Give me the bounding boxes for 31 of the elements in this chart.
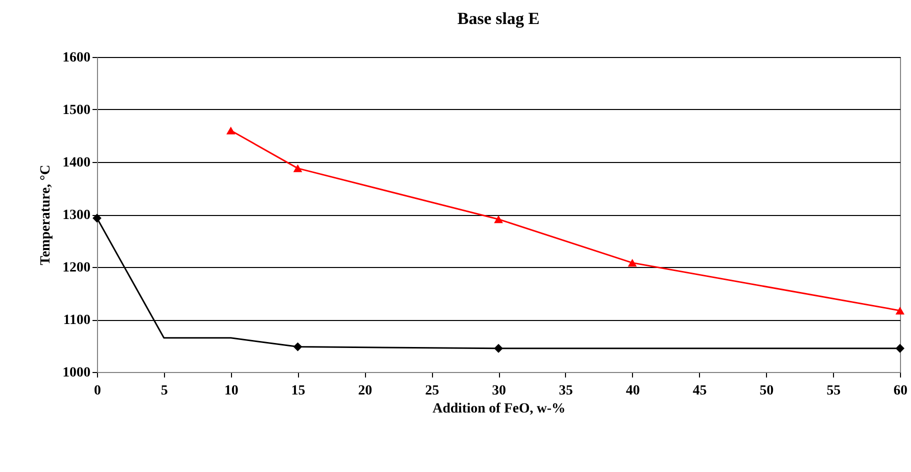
y-tick-label: 1400 [62, 156, 90, 170]
x-tick-label: 5 [160, 384, 168, 398]
point [896, 306, 904, 314]
x-tick-label: 60 [894, 384, 908, 398]
point [293, 342, 302, 352]
x-tick-label: 15 [291, 384, 306, 398]
point [494, 215, 503, 224]
y-tick-label: 1200 [62, 260, 90, 276]
x-tick-label: 0 [94, 384, 101, 398]
y-tick-label: 1300 [62, 208, 90, 223]
point [293, 164, 302, 172]
y-tick-label: 1000 [62, 366, 90, 380]
y-tick-label: 1600 [62, 50, 90, 66]
chart-title: Base slag E [457, 9, 540, 28]
point [226, 126, 236, 134]
x-axis-title: Addition of FeO, w-% [432, 402, 566, 416]
point [494, 344, 503, 353]
y-tick-label: 1500 [62, 103, 90, 118]
x-tick-label: 35 [558, 384, 573, 398]
point [628, 258, 637, 267]
y-tick-label: 1100 [63, 313, 90, 328]
x-tick-label: 40 [626, 384, 640, 398]
point [896, 344, 904, 353]
x-tick-label: 20 [358, 384, 372, 398]
x-tick-label: 45 [692, 384, 707, 398]
x-tick-label: 55 [826, 384, 841, 398]
x-tick-label: 50 [760, 384, 774, 398]
x-tick-label: 10 [224, 384, 238, 398]
x-tick-label: 30 [492, 384, 506, 398]
x-tick-label: 25 [425, 384, 440, 398]
y-axis-title: Temperature, °C [38, 164, 54, 266]
